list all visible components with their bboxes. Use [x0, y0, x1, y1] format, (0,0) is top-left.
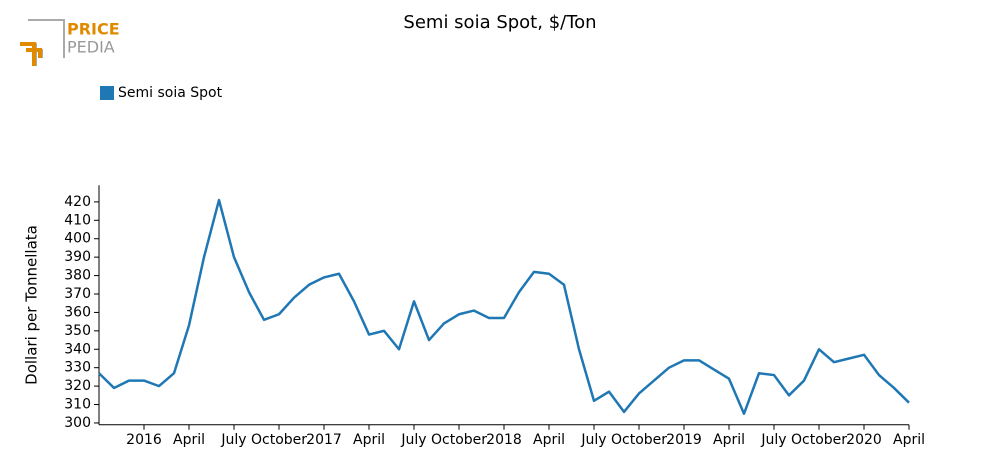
legend-label: Semi soia Spot: [118, 85, 223, 101]
x-tick-label: 2019: [666, 432, 702, 448]
y-tick-label: 300: [64, 415, 91, 431]
x-tick-label: April: [533, 432, 565, 448]
y-axis-label: Dollari per Tonnellata: [23, 225, 41, 385]
y-tick-label: 390: [64, 249, 91, 265]
y-tick-label: 380: [64, 268, 91, 284]
y-tick-label: 370: [64, 286, 91, 302]
x-tick-label: 2020: [846, 432, 882, 448]
x-tick-label: 2016: [126, 432, 162, 448]
logo-text: PEDIA: [67, 38, 115, 57]
x-tick-label: April: [353, 432, 385, 448]
x-tick-label: July: [580, 432, 606, 448]
chart-title: Semi soia Spot, $/Ton: [403, 12, 596, 33]
logo: PRICE PEDIA: [20, 19, 120, 66]
x-tick-label: 2017: [306, 432, 342, 448]
y-tick-label: 360: [64, 304, 91, 320]
y-tick-label: 350: [64, 323, 91, 339]
x-tick-label: October: [611, 432, 667, 448]
x-tick-label: October: [251, 432, 307, 448]
y-tick-label: 400: [64, 231, 91, 247]
y-tick-label: 330: [64, 360, 91, 376]
y-tick-label: 340: [64, 341, 91, 357]
y-tick-label: 410: [64, 212, 91, 228]
x-tick-label: 2018: [486, 432, 522, 448]
x-tick-label: July: [760, 432, 786, 448]
y-tick-label: 310: [64, 397, 91, 413]
x-tick-label: April: [893, 432, 925, 448]
x-tick-label: April: [713, 432, 745, 448]
logo-text: PRICE: [67, 20, 120, 39]
y-tick-label: 320: [64, 378, 91, 394]
x-tick-label: October: [431, 432, 487, 448]
x-tick-label: July: [400, 432, 426, 448]
y-tick-label: 420: [64, 194, 91, 210]
legend-swatch: [100, 86, 114, 100]
x-tick-label: April: [173, 432, 205, 448]
logo-mark: [20, 42, 42, 66]
line: [98, 198, 910, 415]
x-tick-label: October: [791, 432, 847, 448]
x-tick-label: July: [220, 432, 246, 448]
